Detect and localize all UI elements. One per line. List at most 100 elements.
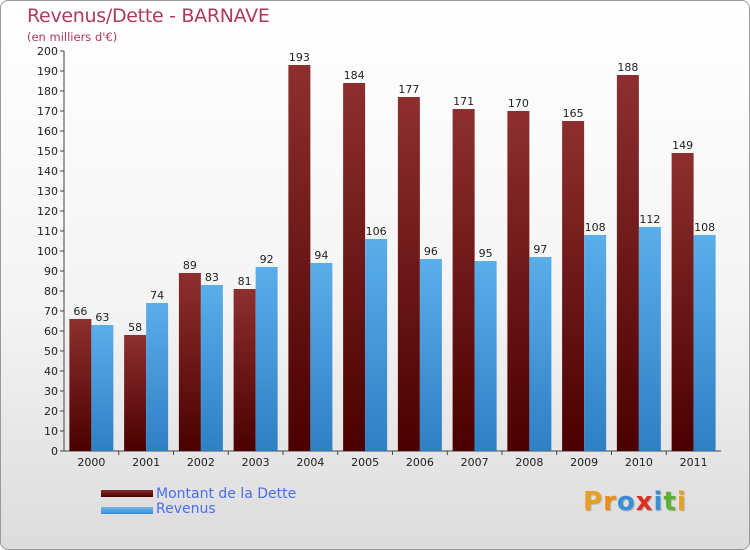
- y-tick-label: 20: [44, 405, 58, 418]
- bar-revenue: [200, 285, 223, 451]
- bar-revenue: [584, 235, 607, 451]
- y-tick-label: 100: [37, 245, 58, 258]
- y-tick-label: 130: [37, 185, 58, 198]
- bar-revenue: [365, 239, 388, 451]
- data-label: 83: [205, 271, 219, 284]
- data-label: 58: [128, 321, 142, 334]
- data-label: 63: [95, 311, 109, 324]
- x-tick-label: 2005: [351, 456, 379, 469]
- logo-letter: o: [616, 487, 636, 517]
- legend-swatch-revenue: [101, 507, 153, 514]
- bar-debt: [178, 273, 201, 451]
- chart-title: Revenus/Dette - BARNAVE: [27, 5, 270, 27]
- bars: [69, 65, 716, 451]
- logo-letter: t: [663, 487, 677, 517]
- legend-swatch-debt: [101, 490, 153, 497]
- bar-debt: [233, 289, 256, 451]
- x-tick-label: 2004: [296, 456, 324, 469]
- data-labels: 66 63 58 74 89 83 81 92 193 94 184 106 177 96 171 95 170…: [73, 51, 715, 334]
- y-tick-label: 60: [44, 325, 58, 338]
- x-tick-label: 2007: [461, 456, 489, 469]
- bar-debt: [452, 109, 475, 451]
- logo-letter: i: [676, 487, 687, 517]
- x-tick-label: 2006: [406, 456, 434, 469]
- y-tick-label: 0: [51, 445, 58, 458]
- data-label: 188: [617, 61, 638, 74]
- bar-revenue: [474, 261, 497, 451]
- x-tick-label: 2003: [242, 456, 270, 469]
- data-label: 95: [479, 247, 493, 260]
- bar-revenue: [310, 263, 333, 451]
- data-label: 149: [672, 139, 693, 152]
- bar-debt: [616, 75, 639, 451]
- legend-label-debt: Montant de la Dette: [156, 486, 297, 502]
- chart-subtitle: (en milliers d'€): [27, 30, 118, 44]
- data-label: 81: [238, 275, 252, 288]
- logo-letter: x: [635, 487, 654, 517]
- bar-revenue: [419, 259, 442, 451]
- logo-letter: r: [603, 487, 617, 517]
- x-tick-label: 2008: [515, 456, 543, 469]
- x-tick-label: 2002: [187, 456, 215, 469]
- bar-revenue: [255, 267, 278, 451]
- bar-debt: [507, 111, 530, 451]
- data-label: 97: [533, 243, 547, 256]
- x-tick-label: 2010: [625, 456, 653, 469]
- y-axis: 0 10 20 30 40 50 60 70 80 90 100 110 120 130 140 150 160…: [37, 45, 65, 458]
- y-tick-label: 120: [37, 205, 58, 218]
- y-tick-label: 90: [44, 265, 58, 278]
- x-tick-label: 2011: [680, 456, 708, 469]
- data-label: 112: [639, 213, 660, 226]
- bar-debt: [397, 97, 420, 451]
- bar-debt: [69, 319, 92, 451]
- y-tick-label: 50: [44, 345, 58, 358]
- y-tick-label: 150: [37, 145, 58, 158]
- x-tick-label: 2000: [77, 456, 105, 469]
- x-axis: 2000 2001 2002 2003 2004 2005 2006 2007 2008 2009…: [64, 450, 721, 469]
- bar-revenue: [693, 235, 716, 451]
- x-tick-label: 2001: [132, 456, 160, 469]
- y-tick-label: 70: [44, 305, 58, 318]
- data-label: 165: [563, 107, 584, 120]
- y-tick-label: 160: [37, 125, 58, 138]
- bar-revenue: [638, 227, 661, 451]
- bar-revenue: [91, 325, 114, 451]
- data-label: 74: [150, 289, 164, 302]
- data-label: 89: [183, 259, 197, 272]
- logo-letter: P: [583, 487, 604, 517]
- data-label: 170: [508, 97, 529, 110]
- bar-revenue: [146, 303, 169, 451]
- bar-debt: [343, 83, 366, 451]
- y-tick-label: 40: [44, 365, 58, 378]
- data-label: 108: [694, 221, 715, 234]
- bar-debt: [288, 65, 311, 451]
- data-label: 177: [398, 83, 419, 96]
- y-tick-label: 140: [37, 165, 58, 178]
- data-label: 96: [424, 245, 438, 258]
- logo-letter: i: [653, 487, 664, 517]
- data-label: 171: [453, 95, 474, 108]
- data-label: 106: [366, 225, 387, 238]
- bar-revenue: [529, 257, 552, 451]
- data-label: 193: [289, 51, 310, 64]
- y-tick-label: 110: [37, 225, 58, 238]
- proxiti-logo: Proxiti: [583, 487, 687, 517]
- y-tick-label: 180: [37, 85, 58, 98]
- bar-debt: [671, 153, 694, 451]
- y-tick-label: 10: [44, 425, 58, 438]
- x-tick-label: 2009: [570, 456, 598, 469]
- data-label: 184: [344, 69, 365, 82]
- y-tick-label: 80: [44, 285, 58, 298]
- data-label: 92: [260, 253, 274, 266]
- bar-debt: [562, 121, 585, 451]
- data-label: 108: [585, 221, 606, 234]
- y-tick-label: 200: [37, 45, 58, 58]
- y-tick-label: 30: [44, 385, 58, 398]
- bar-debt: [124, 335, 147, 451]
- legend-label-revenue: Revenus: [156, 501, 216, 517]
- y-tick-label: 190: [37, 65, 58, 78]
- y-tick-label: 170: [37, 105, 58, 118]
- data-label: 94: [314, 249, 328, 262]
